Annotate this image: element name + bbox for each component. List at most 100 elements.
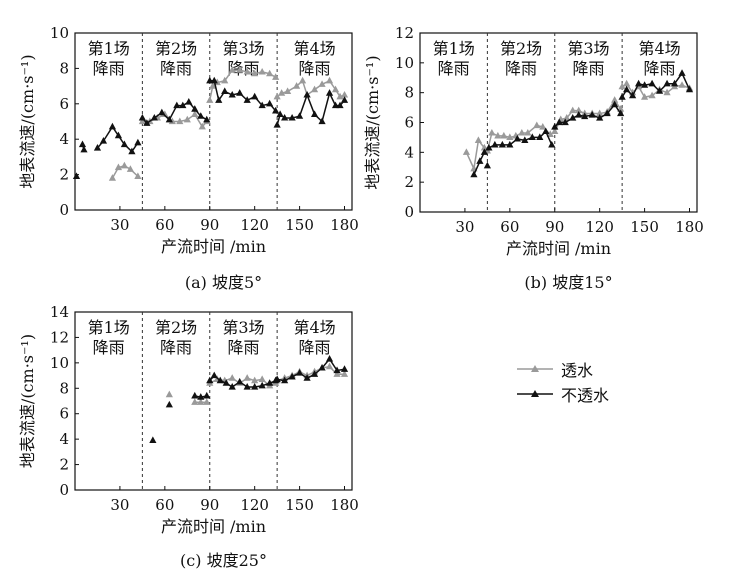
data-point xyxy=(206,376,214,384)
data-point xyxy=(221,87,229,95)
data-point xyxy=(524,128,532,136)
data-point xyxy=(474,136,482,143)
data-point xyxy=(551,127,559,135)
data-point xyxy=(197,112,205,119)
x-tick-label: 150 xyxy=(285,216,314,234)
x-axis-label: 产流时间 /min xyxy=(161,517,266,536)
data-point xyxy=(273,92,281,100)
y-tick-label: 4 xyxy=(59,130,69,148)
event-label: 第4场降雨 xyxy=(638,39,680,78)
data-point xyxy=(596,109,604,117)
x-tick-label: 90 xyxy=(200,216,219,234)
data-point xyxy=(569,114,577,121)
legend-marker-impermeable xyxy=(517,389,553,397)
data-point xyxy=(575,106,583,114)
data-point xyxy=(191,105,199,112)
y-tick-label: 6 xyxy=(59,95,69,113)
legend-label-impermeable: 不透水 xyxy=(561,385,610,405)
data-point xyxy=(165,115,173,123)
data-point xyxy=(318,363,326,371)
legend-label-permeable: 透水 xyxy=(561,360,594,380)
data-point xyxy=(143,119,151,126)
data-point xyxy=(191,391,199,399)
data-point xyxy=(165,390,173,398)
data-point xyxy=(203,398,211,405)
data-point xyxy=(185,98,193,105)
data-point xyxy=(228,383,236,390)
legend-marker-permeable xyxy=(517,364,553,372)
data-point xyxy=(108,122,117,130)
data-point xyxy=(161,110,169,118)
data-point xyxy=(258,381,266,389)
x-axis-label: 产流时间 /min xyxy=(506,239,611,258)
x-tick-label: 120 xyxy=(585,218,614,236)
data-point xyxy=(546,130,554,138)
data-point xyxy=(663,88,671,96)
y-axis-label: 地表流速/(cm·s⁻¹) xyxy=(18,334,37,468)
data-point xyxy=(500,131,508,139)
y-tick-label: 0 xyxy=(59,201,69,219)
data-point xyxy=(198,122,206,130)
data-point xyxy=(678,69,686,76)
data-point xyxy=(258,101,266,109)
data-point xyxy=(126,165,134,172)
data-point xyxy=(266,69,274,77)
series-impermeable xyxy=(470,69,694,178)
data-point xyxy=(640,93,649,100)
data-point xyxy=(498,140,506,148)
legend-item-impermeable: 不透水 xyxy=(515,381,645,406)
y-axis-label: 地表流速/(cm·s⁻¹) xyxy=(18,54,37,188)
y-tick-label: 10 xyxy=(50,24,69,42)
data-point xyxy=(506,140,514,148)
series-line xyxy=(276,365,345,382)
data-point xyxy=(617,109,625,117)
data-point xyxy=(325,362,334,370)
data-point xyxy=(273,375,281,382)
y-tick-label: 4 xyxy=(404,143,414,161)
data-point xyxy=(340,90,349,98)
data-point xyxy=(134,172,142,179)
data-point xyxy=(331,85,340,93)
data-point xyxy=(293,82,301,89)
data-point xyxy=(303,90,311,98)
data-point xyxy=(536,133,544,141)
data-point xyxy=(476,157,484,164)
data-point xyxy=(228,90,236,98)
data-point xyxy=(310,370,319,377)
data-point xyxy=(518,128,526,136)
x-tick-label: 30 xyxy=(455,218,474,236)
x-tick-label: 180 xyxy=(330,216,359,234)
data-point xyxy=(243,67,251,75)
event-label: 第1场降雨 xyxy=(88,39,130,78)
data-point xyxy=(336,92,344,100)
data-point xyxy=(325,355,334,362)
data-point xyxy=(303,374,311,381)
data-point xyxy=(165,400,173,408)
data-point xyxy=(149,436,157,444)
data-point xyxy=(258,375,266,382)
data-point xyxy=(222,379,230,386)
x-tick-label: 150 xyxy=(630,218,659,236)
data-point xyxy=(575,111,583,118)
data-point xyxy=(333,366,341,374)
x-tick-label: 30 xyxy=(110,496,129,514)
data-point xyxy=(150,113,158,121)
data-point xyxy=(663,79,671,87)
data-point xyxy=(138,113,146,121)
data-point xyxy=(310,85,319,93)
data-point xyxy=(542,127,550,135)
data-point xyxy=(561,118,569,126)
series-line xyxy=(488,130,553,149)
data-point xyxy=(276,110,284,118)
event-label: 第2场降雨 xyxy=(155,318,197,357)
data-point xyxy=(221,76,229,84)
data-point xyxy=(266,379,274,386)
data-point xyxy=(513,134,521,142)
x-tick-label: 120 xyxy=(240,496,269,514)
data-point xyxy=(179,101,187,109)
x-tick-label: 150 xyxy=(285,496,314,514)
y-tick-label: 12 xyxy=(395,24,414,42)
data-point xyxy=(480,148,488,155)
